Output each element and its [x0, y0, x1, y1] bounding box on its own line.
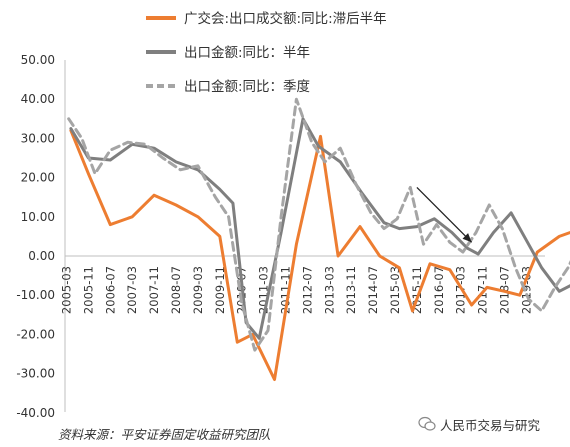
series-half-year-line — [69, 117, 570, 340]
x-tick-label: 2007-11 — [147, 266, 161, 314]
x-tick-label: 2011-11 — [279, 266, 293, 314]
y-tick-label: 0.00 — [28, 249, 55, 263]
y-tick-label: -20.00 — [16, 327, 55, 341]
y-tick-label: 50.00 — [21, 53, 55, 67]
x-tick-label: 2007-03 — [125, 266, 139, 314]
y-tick-label: 40.00 — [21, 92, 55, 106]
x-tick-label: 2008-07 — [169, 266, 183, 314]
series-quarterly-line — [67, 97, 570, 352]
y-axis: 50.00 40.00 30.00 20.00 10.00 0.00 -10.00 -20.0… — [16, 53, 66, 420]
annotation-arrow — [416, 186, 473, 243]
x-axis: 2005-03 2005-11 2006-07 2007-03 2007-11 2008-… — [60, 255, 545, 314]
source-note: 资料来源：平安证券固定收益研究团队 — [58, 427, 271, 442]
y-tick-label: -40.00 — [16, 406, 55, 420]
x-tick-label: 2009-03 — [191, 266, 205, 314]
x-tick-label: 2015-03 — [388, 266, 402, 314]
x-tick-label: 2016-07 — [432, 266, 446, 314]
x-tick-label: 2015-11 — [410, 266, 424, 314]
x-tick-label: 2005-11 — [81, 266, 95, 314]
wechat-icon — [418, 416, 436, 431]
annotation-arrow-head — [462, 233, 472, 243]
x-tick-label: 2006-07 — [103, 266, 117, 314]
y-tick-label: 20.00 — [21, 171, 55, 185]
x-tick-label: 2013-03 — [322, 266, 336, 314]
x-tick-label: 2017-11 — [476, 266, 490, 314]
legend-label-guangjiaohui: 广交会:出口成交额:同比:滞后半年 — [184, 10, 387, 27]
x-tick-label: 2009-11 — [213, 266, 227, 314]
legend-label-quarterly: 出口金额:同比：季度 — [184, 79, 310, 95]
legend: 广交会:出口成交额:同比:滞后半年 出口金额:同比：半年 出口金额:同比：季度 — [146, 10, 387, 95]
x-tick-label: 2013-11 — [344, 266, 358, 314]
series-layer — [67, 97, 570, 381]
x-tick-label: 2014-07 — [366, 266, 380, 314]
y-tick-label: 10.00 — [21, 210, 55, 224]
x-tick-label: 2005-03 — [60, 266, 74, 314]
y-tick-label: 30.00 — [21, 131, 55, 145]
legend-label-half-year: 出口金额:同比：半年 — [184, 45, 310, 61]
annotation-arrow-line — [416, 186, 473, 243]
y-tick-label: -10.00 — [16, 288, 55, 302]
watermark-text: 人民币交易与研究 — [440, 417, 541, 433]
watermark: 人民币交易与研究 — [418, 414, 540, 434]
series-guangjiaohui-line — [69, 129, 570, 381]
y-tick-label: -30.00 — [16, 367, 55, 381]
x-tick-label: 2012-07 — [300, 266, 314, 314]
